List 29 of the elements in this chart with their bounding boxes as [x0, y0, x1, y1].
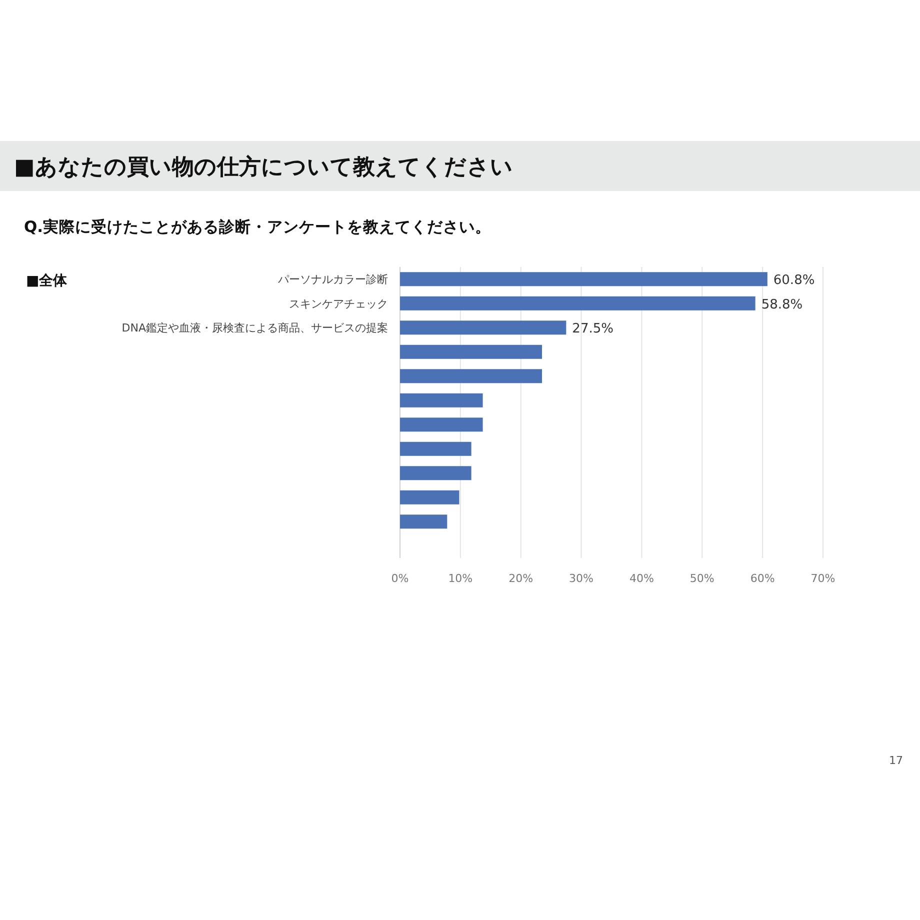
x-tick-label: 10%	[448, 572, 473, 585]
bar	[400, 442, 472, 456]
x-tick-label: 40%	[629, 572, 654, 585]
bar	[400, 272, 768, 286]
data-label: 60.8%	[773, 273, 815, 288]
x-tick-label: 0%	[391, 572, 409, 585]
y-tick-label: DNA鑑定や血液・尿検査による商品、サービスの提案	[122, 322, 388, 335]
y-tick-label: パーソナルカラー診断	[277, 273, 388, 286]
chart-title: ■あなたの買い物の仕方について教えてください	[14, 154, 513, 180]
data-label: 58.8%	[761, 297, 803, 312]
text: 17	[889, 754, 903, 767]
y-tick-label: スキンケアチェック	[289, 297, 388, 310]
bar	[400, 393, 483, 408]
bar	[400, 418, 483, 432]
x-tick-label: 20%	[508, 572, 534, 585]
bar	[400, 296, 756, 310]
bar	[400, 320, 566, 335]
data-label: 27.5%	[572, 322, 614, 337]
text: Q.実際に受けたことがある診断・アンケートを教えてください。	[24, 217, 492, 236]
bar	[400, 490, 460, 504]
bar	[400, 344, 542, 359]
x-tick-label: 70%	[810, 572, 836, 585]
text: ■全体	[26, 273, 68, 289]
bar	[400, 369, 542, 384]
bar	[400, 514, 448, 529]
x-tick-label: 50%	[690, 572, 714, 585]
x-tick-label: 60%	[750, 572, 775, 585]
bar	[400, 466, 472, 480]
x-tick-label: 30%	[569, 572, 594, 585]
